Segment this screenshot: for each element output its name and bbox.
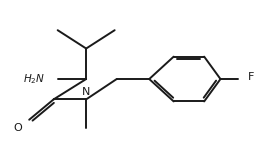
Text: F: F <box>248 72 254 82</box>
Text: $H_2N$: $H_2N$ <box>23 72 45 86</box>
Text: O: O <box>13 123 22 133</box>
Text: N: N <box>82 87 90 97</box>
